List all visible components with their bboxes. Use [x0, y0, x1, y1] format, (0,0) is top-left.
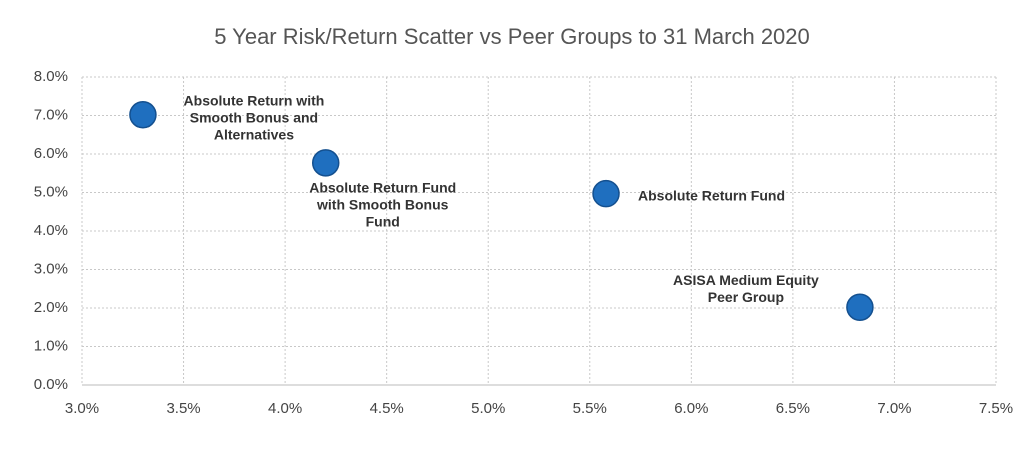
point-label: Absolute Return Fund [309, 180, 456, 196]
point-label: Peer Group [708, 289, 784, 305]
point [846, 293, 874, 321]
point-label: Fund [366, 214, 400, 230]
x-tick-label: 4.0% [268, 400, 302, 417]
x-tick-label: 6.0% [674, 400, 708, 417]
point-label: ASISA Medium Equity [673, 272, 819, 288]
y-tick-label: 5.0% [34, 183, 68, 200]
point-label: Absolute Return with [184, 92, 325, 108]
x-tick-label: 6.5% [776, 400, 810, 417]
point-label: with Smooth Bonus [316, 197, 449, 213]
x-tick-label: 5.5% [573, 400, 607, 417]
y-tick-label: 2.0% [34, 299, 68, 316]
y-tick-label: 3.0% [34, 260, 68, 277]
y-tick-label: 4.0% [34, 222, 68, 239]
y-tick-label: 1.0% [34, 337, 68, 354]
point [129, 100, 157, 129]
x-tick-label: 7.0% [877, 400, 911, 417]
point [311, 149, 340, 177]
x-tick-label: 3.5% [166, 400, 200, 417]
point-label: Smooth Bonus and [190, 109, 318, 125]
chart-title: 5 Year Risk/Return Scatter vs Peer Group… [214, 24, 810, 49]
y-tick-label: 0.0% [34, 376, 68, 393]
point [592, 179, 620, 208]
y-tick-label: 8.0% [34, 68, 68, 85]
x-tick-label: 3.0% [65, 400, 99, 417]
x-tick-label: 4.5% [370, 400, 404, 417]
point-label: Alternatives [214, 126, 294, 142]
y-tick-label: 6.0% [34, 145, 68, 162]
x-tick-label: 7.5% [979, 400, 1013, 417]
point-label: Absolute Return Fund [638, 187, 785, 203]
y-tick-label: 7.0% [34, 106, 68, 123]
x-tick-label: 5.0% [471, 400, 505, 417]
